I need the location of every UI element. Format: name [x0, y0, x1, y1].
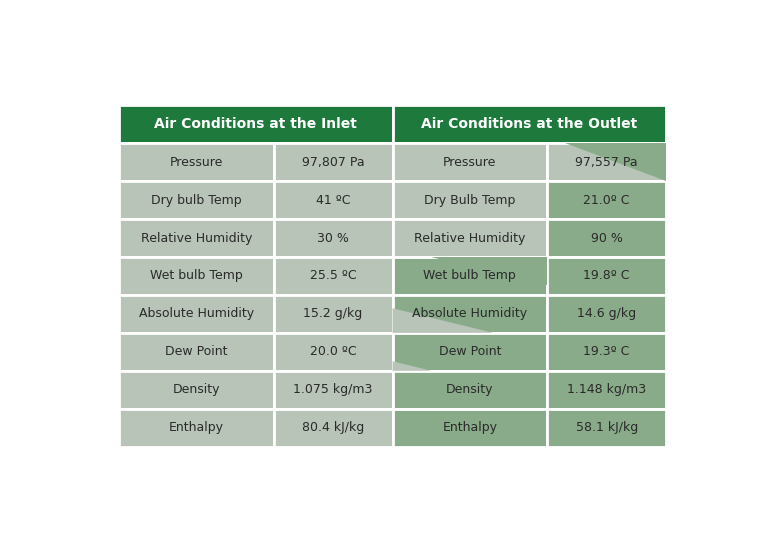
Bar	[119, 181, 273, 219]
Text: Absolute Humidity: Absolute Humidity	[412, 307, 528, 320]
Text: 41 ºC: 41 ºC	[316, 194, 350, 206]
Text: 30 %: 30 %	[317, 231, 349, 245]
Text: Air Conditions at the Outlet: Air Conditions at the Outlet	[421, 117, 637, 131]
Text: 97,807 Pa: 97,807 Pa	[302, 156, 365, 169]
Text: Pressure: Pressure	[444, 156, 496, 169]
Bar	[547, 333, 666, 371]
Text: 15.2 g/kg: 15.2 g/kg	[303, 307, 362, 320]
Text: Enthalpy: Enthalpy	[442, 421, 497, 434]
Bar	[547, 181, 666, 219]
Text: Dry Bulb Temp: Dry Bulb Temp	[424, 194, 516, 206]
Text: 97,557 Pa: 97,557 Pa	[575, 156, 638, 169]
Bar	[392, 219, 547, 257]
Text: Air Conditions at the Inlet: Air Conditions at the Inlet	[155, 117, 357, 131]
Text: Pressure: Pressure	[169, 156, 223, 169]
Bar	[547, 371, 666, 408]
Bar	[392, 295, 547, 333]
Text: 80.4 kJ/kg: 80.4 kJ/kg	[302, 421, 364, 434]
Bar	[119, 219, 273, 257]
Bar	[547, 257, 666, 295]
Polygon shape	[431, 257, 547, 285]
Bar	[392, 333, 547, 371]
Bar	[273, 295, 393, 333]
Text: 1.148 kg/m3: 1.148 kg/m3	[567, 383, 647, 396]
Bar	[547, 143, 666, 181]
Text: Density: Density	[446, 383, 493, 396]
Text: 20.0 ºC: 20.0 ºC	[309, 346, 356, 358]
Text: 19.3º C: 19.3º C	[584, 346, 630, 358]
Bar	[119, 295, 273, 333]
Bar	[392, 371, 547, 408]
Bar	[273, 408, 393, 447]
Bar	[273, 371, 393, 408]
Text: Dew Point: Dew Point	[165, 346, 228, 358]
Bar	[119, 333, 273, 371]
Bar	[273, 219, 393, 257]
Bar	[119, 105, 392, 143]
Text: 1.075 kg/m3: 1.075 kg/m3	[293, 383, 373, 396]
Bar	[547, 219, 666, 257]
Text: 14.6 g/kg: 14.6 g/kg	[577, 307, 637, 320]
Polygon shape	[565, 143, 666, 181]
Text: Density: Density	[172, 383, 220, 396]
Text: Enthalpy: Enthalpy	[169, 421, 224, 434]
Bar	[273, 143, 393, 181]
Bar	[392, 408, 547, 447]
Text: Wet bulb Temp: Wet bulb Temp	[424, 269, 516, 283]
Text: Relative Humidity: Relative Humidity	[141, 231, 252, 245]
Text: Absolute Humidity: Absolute Humidity	[139, 307, 254, 320]
Text: 58.1 kJ/kg: 58.1 kJ/kg	[575, 421, 638, 434]
Bar	[119, 143, 273, 181]
Bar	[119, 371, 273, 408]
Bar	[119, 257, 273, 295]
Bar	[392, 105, 666, 143]
Bar	[273, 181, 393, 219]
Text: 19.8º C: 19.8º C	[584, 269, 630, 283]
Text: Relative Humidity: Relative Humidity	[414, 231, 525, 245]
Text: Dew Point: Dew Point	[439, 346, 501, 358]
Text: 25.5 ºC: 25.5 ºC	[309, 269, 356, 283]
Bar	[119, 408, 273, 447]
Text: 90 %: 90 %	[591, 231, 623, 245]
Bar	[547, 408, 666, 447]
Bar	[273, 333, 393, 371]
Polygon shape	[392, 362, 431, 371]
Polygon shape	[392, 308, 493, 333]
Bar	[547, 295, 666, 333]
Text: Dry bulb Temp: Dry bulb Temp	[151, 194, 241, 206]
Text: 21.0º C: 21.0º C	[584, 194, 630, 206]
Bar	[273, 257, 393, 295]
Bar	[392, 143, 547, 181]
Bar	[392, 257, 547, 295]
Text: Wet bulb Temp: Wet bulb Temp	[150, 269, 243, 283]
Bar	[392, 181, 547, 219]
